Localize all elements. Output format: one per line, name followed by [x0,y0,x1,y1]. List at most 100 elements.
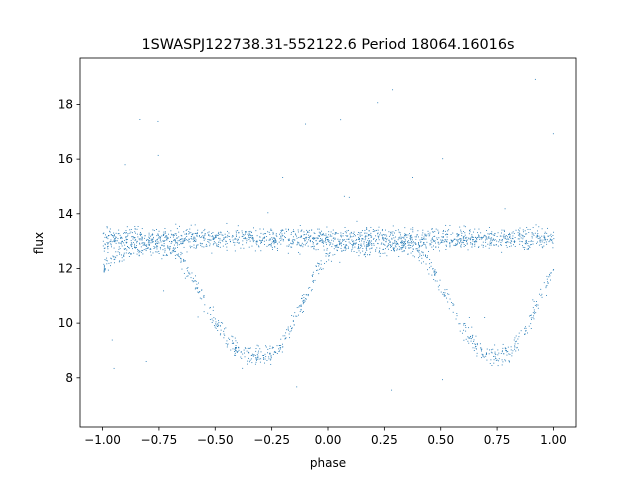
data-point [118,261,120,263]
data-point [318,273,320,275]
data-point [501,364,503,366]
data-point [493,238,494,240]
data-point [431,231,433,233]
data-point [493,355,494,357]
data-point [544,237,546,239]
data-point [183,239,185,241]
data-point [123,259,125,261]
data-point [357,246,359,248]
data-point [102,240,104,242]
data-point [162,249,164,251]
data-point [380,243,382,245]
data-point [505,360,507,362]
data-point [163,240,165,242]
data-point [244,356,246,358]
data-point [369,243,371,245]
data-point [168,233,169,235]
data-point [141,242,143,244]
data-point [443,292,445,294]
data-point [288,229,289,231]
data-point [440,239,442,241]
data-point [438,231,440,233]
data-point [317,242,319,244]
data-point [125,252,127,254]
data-point [366,232,368,234]
data-point [301,244,303,246]
data-point [126,239,128,241]
data-point [176,237,178,239]
data-point [353,235,355,237]
data-point [474,228,476,230]
data-point [478,236,480,238]
data-point [506,236,508,238]
data-point [405,242,407,244]
data-point [469,229,471,231]
data-point [428,235,430,237]
data-point [346,245,348,247]
data-point [109,230,110,232]
data-point [321,230,322,232]
data-point [185,230,187,232]
data-point [312,242,314,244]
data-point [286,245,288,247]
data-point [202,236,204,238]
data-point [274,350,276,352]
data-point [128,247,130,249]
data-point [356,239,358,240]
data-point [169,246,171,248]
data-point [344,239,346,241]
data-point [275,242,277,243]
data-point [494,344,496,346]
data-point [197,229,199,231]
data-point [307,237,309,238]
data-point [322,241,324,242]
data-point [472,343,474,344]
data-point [524,247,526,249]
data-point [243,234,245,236]
data-point [164,240,166,241]
data-point [172,236,174,238]
data-point [157,241,159,243]
data-point [146,245,148,247]
data-point [321,242,323,243]
data-point [103,263,105,265]
data-point [481,237,483,239]
data-point [341,236,342,238]
data-point [124,244,126,246]
data-point [430,265,432,267]
data-point [463,246,465,248]
data-point [546,275,548,277]
data-point [364,236,366,238]
data-point [127,246,129,248]
data-point [451,241,453,243]
data-point [480,347,482,349]
data-point [310,235,312,237]
data-point [273,243,275,245]
data-point [303,231,305,233]
data-point [119,234,121,236]
data-point [416,249,418,251]
data-point [114,234,115,236]
data-point [366,245,368,247]
data-point [314,279,316,281]
data-point [462,242,464,244]
data-point [191,272,193,274]
data-point [412,231,414,233]
data-point [298,237,300,238]
data-point [141,228,143,230]
data-point [519,235,521,237]
data-point [418,251,420,253]
data-point [317,249,319,251]
data-point [429,267,431,269]
data-point [224,328,225,330]
data-point [106,263,108,265]
data-point [435,271,437,273]
data-point [148,244,150,246]
data-point [416,248,418,249]
data-point [501,359,503,361]
data-point [404,227,406,229]
data-point [211,236,213,238]
data-point [155,246,157,248]
data-point [491,237,493,239]
